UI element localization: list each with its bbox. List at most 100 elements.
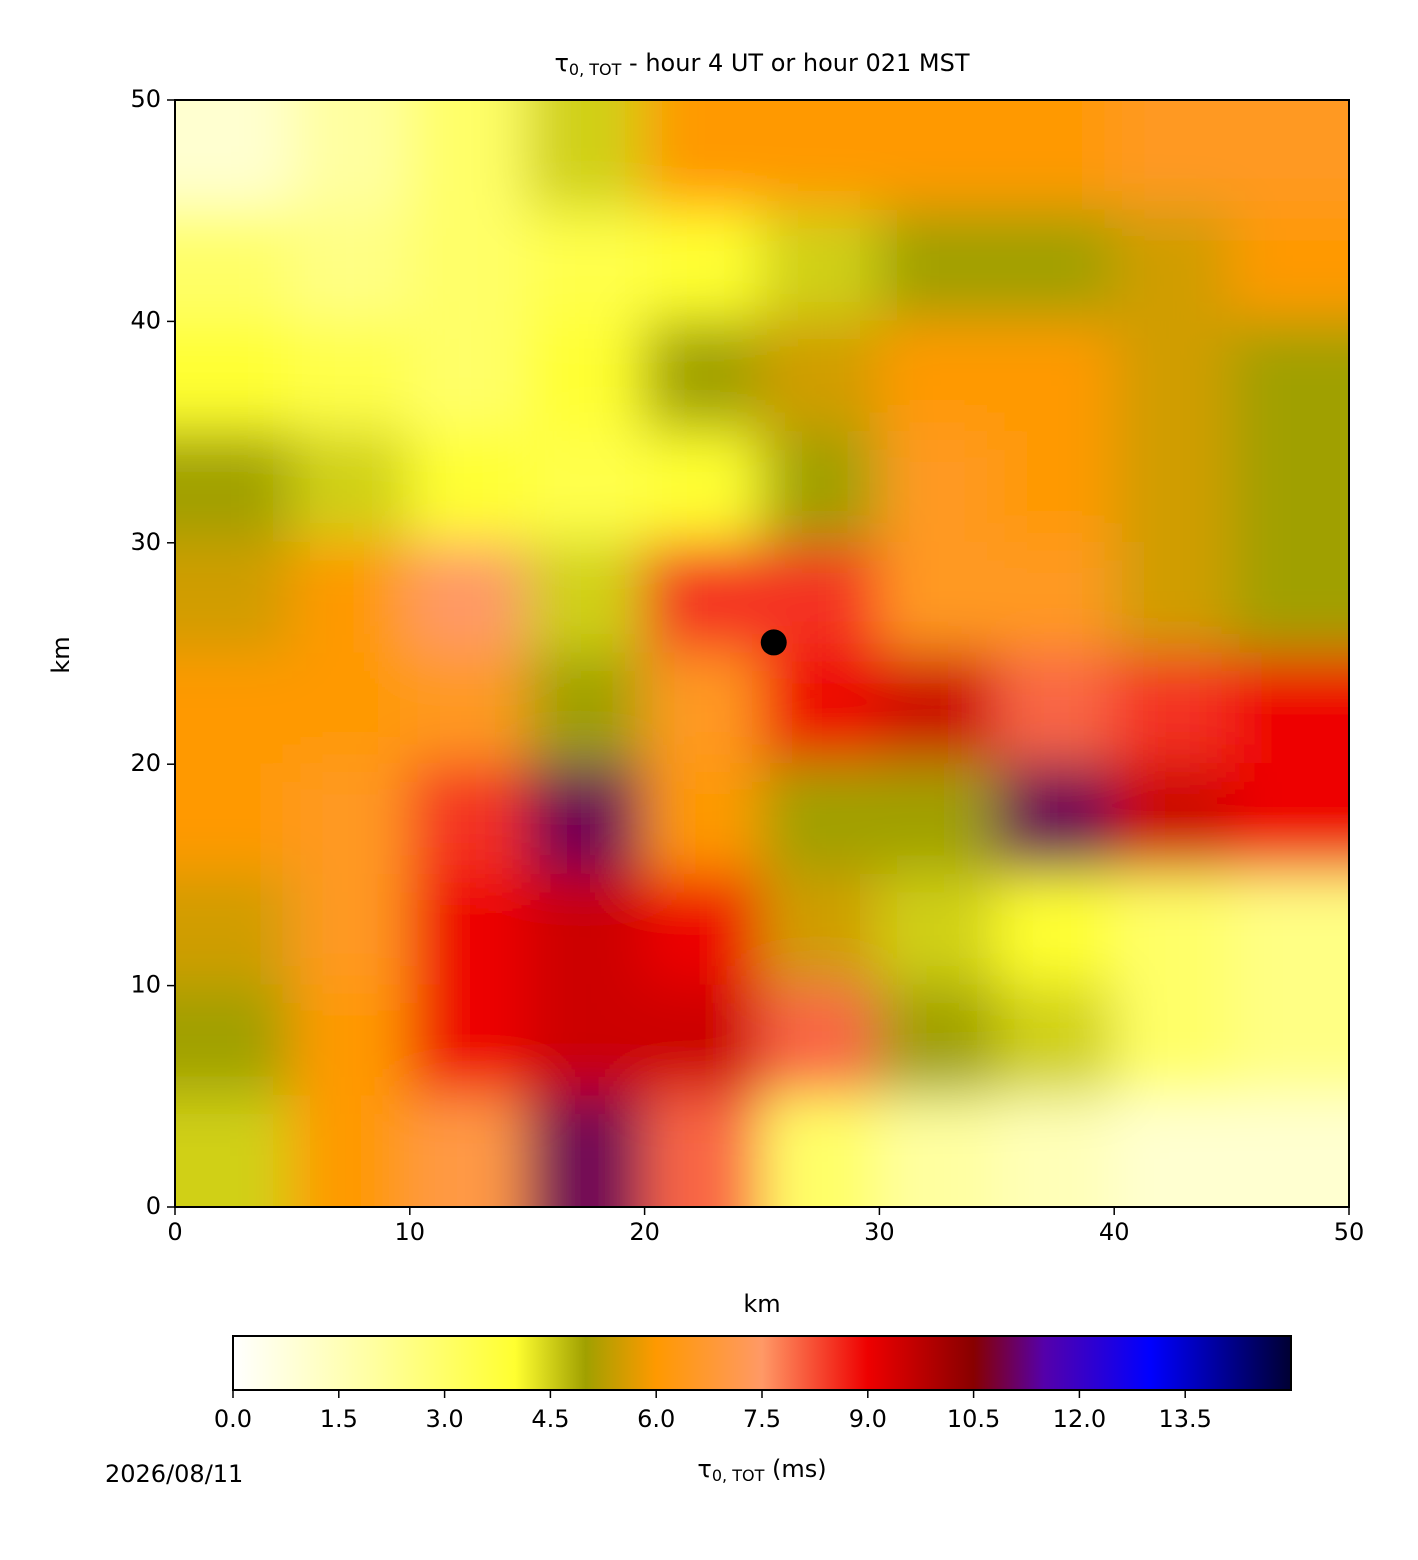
field-cell (761, 652, 881, 766)
field-cell (643, 1095, 763, 1207)
cells (175, 100, 1349, 1207)
field-cell (408, 763, 529, 876)
field-cell (995, 873, 1116, 987)
field-cell (526, 320, 646, 434)
field-cell (878, 873, 998, 987)
field-cell (761, 984, 881, 1098)
field-cell (995, 320, 1116, 434)
plot-frame (174, 99, 1350, 1208)
x-tick-label: 10 (395, 1218, 426, 1246)
field-cell (1113, 209, 1233, 323)
field-cell (1230, 320, 1349, 434)
field-cell (761, 320, 881, 434)
field-cell (878, 763, 998, 876)
field-cell (1113, 541, 1233, 655)
colorbar-tick-label: 3.0 (426, 1405, 464, 1433)
field-cell (408, 984, 529, 1098)
field-cell (291, 100, 411, 212)
x-tick-label: 40 (1099, 1218, 1130, 1246)
field-cell (1113, 873, 1233, 987)
field-cell (526, 1095, 646, 1207)
field-cell (175, 100, 294, 212)
field-cell (1230, 100, 1349, 212)
field-cell (291, 541, 411, 655)
x-tick-label: 0 (167, 1218, 182, 1246)
field-cell (175, 984, 294, 1098)
field-cell (995, 763, 1116, 876)
field-cell (878, 100, 998, 212)
field-cell (1113, 100, 1233, 212)
y-tick-label: 10 (130, 971, 161, 999)
field-cell (526, 541, 646, 655)
y-axis-label: km (47, 636, 75, 673)
field-cell (291, 763, 411, 876)
field-cell (175, 1095, 294, 1207)
field-cell (408, 431, 529, 544)
colorbar-tick-label: 7.5 (743, 1405, 781, 1433)
field-cell (643, 652, 763, 766)
y-tick-label: 30 (130, 528, 161, 556)
field-cell (1113, 984, 1233, 1098)
field-cell (878, 652, 998, 766)
field-cell (1113, 1095, 1233, 1207)
field-cell (761, 431, 881, 544)
field-cell (643, 100, 763, 212)
date: 2026/08/11 (105, 1460, 243, 1488)
field-cell (408, 652, 529, 766)
field-cell (526, 652, 646, 766)
y-tick-label: 40 (130, 306, 161, 334)
field-cell (643, 984, 763, 1098)
field-cell (878, 541, 998, 655)
field-cell (526, 209, 646, 323)
colorbar-tick-label: 6.0 (637, 1405, 675, 1433)
field-cell (175, 209, 294, 323)
field-cell (408, 209, 529, 323)
colorbar-tick-label: 1.5 (320, 1405, 358, 1433)
field-cell (1230, 541, 1349, 655)
field-cell (643, 320, 763, 434)
field-cell (1230, 873, 1349, 987)
field-cell (175, 431, 294, 544)
colorbar-tick-label: 4.5 (531, 1405, 569, 1433)
field-cell (1113, 652, 1233, 766)
field-cell (175, 763, 294, 876)
field-cell (526, 431, 646, 544)
field-cell (291, 652, 411, 766)
x-axis-label: km (743, 1290, 780, 1318)
field-cell (761, 763, 881, 876)
field-cell (643, 763, 763, 876)
field-cell (408, 541, 529, 655)
colorbar (232, 1335, 1292, 1391)
field-cell (995, 1095, 1116, 1207)
field-cell (643, 873, 763, 987)
field-cell (643, 431, 763, 544)
field-cell (761, 209, 881, 323)
field (175, 100, 1349, 1207)
field-cell (1113, 763, 1233, 876)
field-cell (526, 984, 646, 1098)
colorbar-tick-label: 12.0 (1053, 1405, 1106, 1433)
field-cell (291, 1095, 411, 1207)
colorbar-tick-label: 10.5 (947, 1405, 1000, 1433)
colorbar-tick-label: 0.0 (214, 1405, 252, 1433)
field-cell (878, 1095, 998, 1207)
field-cell (408, 1095, 529, 1207)
field-cell (878, 431, 998, 544)
chart-title: τ0, TOT - hour 4 UT or hour 021 MST (554, 49, 969, 79)
field-cell (175, 320, 294, 434)
field-cell (175, 873, 294, 987)
y-tick-label: 20 (130, 749, 161, 777)
field-cell (1113, 320, 1233, 434)
field-cell (291, 984, 411, 1098)
field-cell (995, 209, 1116, 323)
field-cell (526, 763, 646, 876)
field-cell (291, 320, 411, 434)
field-cell (878, 984, 998, 1098)
field-cell (643, 209, 763, 323)
field-cell (761, 1095, 881, 1207)
field-cell (643, 541, 763, 655)
field-cell (291, 873, 411, 987)
field-cell (291, 431, 411, 544)
field-cell (995, 541, 1116, 655)
